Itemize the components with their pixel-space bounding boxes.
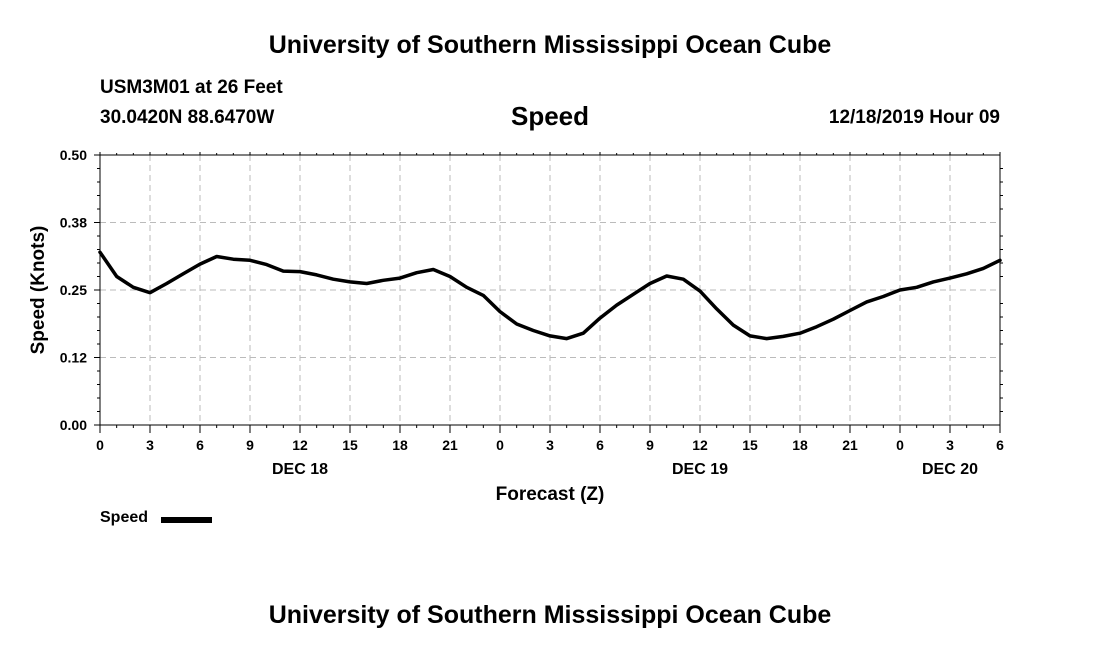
- x-tick-label: 21: [842, 437, 858, 453]
- x-tick-label: 0: [496, 437, 504, 453]
- x-tick-label: 12: [692, 437, 708, 453]
- x-tick-label: 18: [792, 437, 808, 453]
- y-tick-label: 0.25: [60, 282, 87, 298]
- plot-frame: [99, 154, 1001, 426]
- speed-series-line: [98, 250, 1002, 341]
- y-tick-label: 0.38: [60, 215, 87, 231]
- day-label: DEC 20: [922, 461, 978, 478]
- x-tick-label: 15: [342, 437, 358, 453]
- x-tick-label: 9: [646, 437, 654, 453]
- station-label: USM3M01 at 26 Feet: [100, 77, 283, 98]
- y-tick-label: 0.12: [60, 350, 87, 366]
- x-tick-label: 3: [946, 437, 954, 453]
- x-tick-label: 6: [596, 437, 604, 453]
- day-label: DEC 19: [672, 461, 728, 478]
- x-tick-label: 15: [742, 437, 758, 453]
- x-tick-label: 0: [96, 437, 104, 453]
- chart-title: Speed: [510, 101, 590, 131]
- y-tick-label: 0.00: [60, 417, 87, 433]
- x-tick-label: 6: [196, 437, 204, 453]
- x-tick-label: 12: [292, 437, 308, 453]
- x-tick-label: 18: [392, 437, 408, 453]
- coordinates-label: 30.0420N 88.6470W: [100, 107, 275, 128]
- x-tick-label: 0: [896, 437, 904, 453]
- y-axis-label: Speed (Knots): [28, 226, 49, 355]
- x-tick-label: 6: [996, 437, 1004, 453]
- x-tick-label: 3: [546, 437, 554, 453]
- timestamp-label: 12/18/2019 Hour 09: [828, 107, 1000, 128]
- legend-label: Speed: [100, 509, 149, 526]
- x-tick-label: 3: [146, 437, 154, 453]
- day-label: DEC 18: [272, 461, 328, 478]
- x-tick-label: 21: [442, 437, 458, 453]
- bottom-title: University of Southern Mississippi Ocean…: [268, 601, 832, 629]
- legend-swatch: [161, 517, 212, 523]
- x-axis-label: Forecast (Z): [496, 484, 605, 505]
- x-tick-label: 9: [246, 437, 254, 453]
- y-tick-label: 0.50: [60, 147, 87, 163]
- top-title: University of Southern Mississippi Ocean…: [268, 31, 832, 59]
